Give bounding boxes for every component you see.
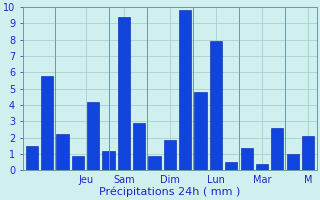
Bar <box>72 156 84 170</box>
Bar <box>41 76 53 170</box>
Bar <box>241 148 253 170</box>
Bar <box>26 146 38 170</box>
Bar <box>225 162 237 170</box>
Bar <box>302 136 314 170</box>
Bar <box>56 134 69 170</box>
Bar <box>286 154 299 170</box>
Bar <box>164 140 176 170</box>
Bar <box>148 156 161 170</box>
Bar <box>195 92 207 170</box>
Bar <box>102 151 115 170</box>
Bar <box>210 41 222 170</box>
Bar <box>133 123 145 170</box>
Bar <box>271 128 284 170</box>
Bar <box>179 10 191 170</box>
Bar <box>118 17 130 170</box>
Bar <box>256 164 268 170</box>
Bar <box>87 102 100 170</box>
X-axis label: Précipitations 24h ( mm ): Précipitations 24h ( mm ) <box>99 187 241 197</box>
